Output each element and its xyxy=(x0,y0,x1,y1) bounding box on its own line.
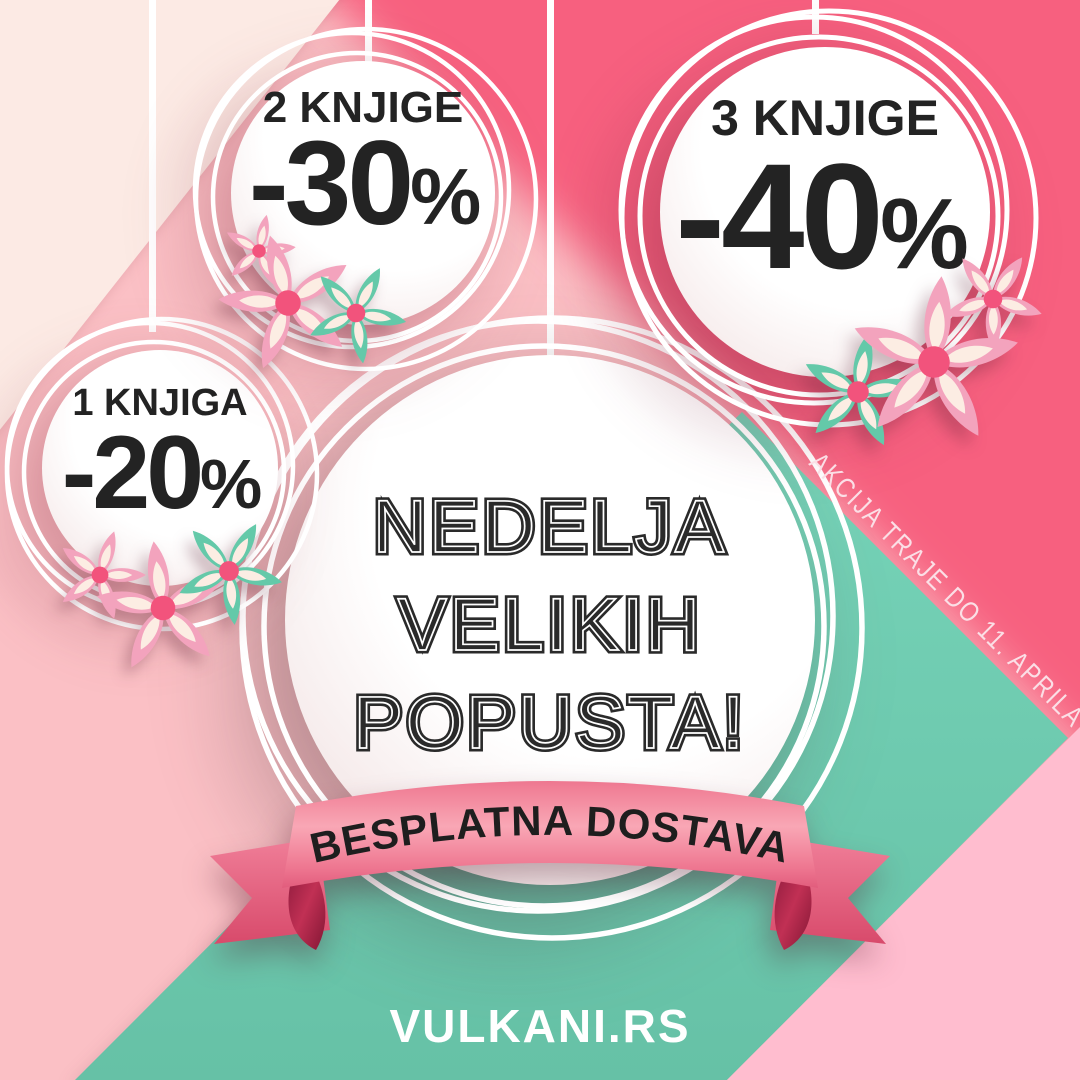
svg-text:VELIKIH: VELIKIH xyxy=(398,583,703,666)
hanging-string xyxy=(365,0,372,82)
ribbon-band xyxy=(282,781,818,888)
headline-line2: VELIKIH xyxy=(398,583,703,666)
badge-1-label: 1 KNJIGA xyxy=(72,382,247,424)
badge-2-label: 2 KNJIGE xyxy=(263,83,464,132)
badge-1-discount: -20% xyxy=(62,415,261,531)
headline-line3: POPUSTA! xyxy=(354,681,747,764)
discount-badge-3: 3 KNJIGE -40% xyxy=(618,8,1039,428)
discount-badge-1: 1 KNJIGA -20% xyxy=(4,316,320,632)
badge-3-label: 3 KNJIGE xyxy=(711,90,939,146)
ribbon-banner: BESPLATNA DOSTAVA xyxy=(210,781,890,950)
ornament-rings xyxy=(239,315,865,941)
ornament-disc xyxy=(231,61,495,325)
bg-cream-triangle xyxy=(0,0,340,430)
svg-text:NEDELJA: NEDELJA xyxy=(373,485,727,568)
headline-ornament: NEDELJA NEDELJA VELIKIH VELIKIH POPUSTA!… xyxy=(239,315,865,941)
svg-text:POPUSTA!: POPUSTA! xyxy=(354,681,747,764)
bg-pink-bottom-right-triangle xyxy=(727,727,1080,1080)
headline-line1: NEDELJA xyxy=(373,485,727,568)
headline: NEDELJA NEDELJA VELIKIH VELIKIH POPUSTA!… xyxy=(350,482,747,768)
badge-2-discount: -30% xyxy=(249,116,480,250)
ornament-disc xyxy=(285,355,815,885)
badge-3-discount: -40% xyxy=(675,132,967,300)
website-url: VULKANI.RS xyxy=(389,1000,690,1052)
hanging-string xyxy=(149,0,156,332)
discount-badge-2: 2 KNJIGE -30% xyxy=(192,26,539,372)
ornament-disc xyxy=(42,350,278,586)
hanging-string xyxy=(547,0,554,360)
ornament-disc xyxy=(660,47,990,377)
